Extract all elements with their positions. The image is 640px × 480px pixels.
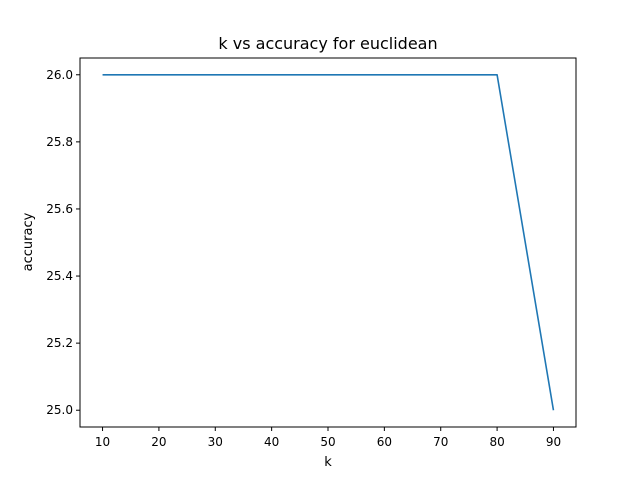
y-tick-label: 25.0	[46, 403, 73, 417]
x-axis-label: k	[324, 455, 332, 470]
x-tick-label: 50	[320, 435, 335, 449]
x-tick-label: 70	[433, 435, 448, 449]
series-line	[102, 73, 555, 411]
x-axis-ticks: 10 20 30 40 50 60 70 80 90	[95, 427, 561, 449]
y-axis-ticks: 25.0 25.2 25.4 25.6 25.8 26.0	[46, 68, 80, 417]
y-tick-label: 25.2	[46, 336, 73, 350]
y-tick-label: 26.0	[46, 68, 73, 82]
x-tick-label: 20	[151, 435, 166, 449]
x-tick-label: 90	[546, 435, 561, 449]
y-tick-label: 25.6	[46, 202, 73, 216]
x-tick-label: 60	[377, 435, 392, 449]
x-tick-label: 10	[95, 435, 110, 449]
y-tick-label: 25.4	[46, 269, 73, 283]
series-group	[102, 73, 555, 411]
plot-frame	[79, 57, 577, 428]
y-tick-label: 25.8	[46, 135, 73, 149]
x-tick-label: 40	[264, 435, 279, 449]
x-tick-label: 30	[208, 435, 223, 449]
y-axis-label: accuracy	[21, 212, 36, 271]
chart-title: k vs accuracy for euclidean	[218, 34, 437, 53]
x-tick-label: 80	[489, 435, 504, 449]
